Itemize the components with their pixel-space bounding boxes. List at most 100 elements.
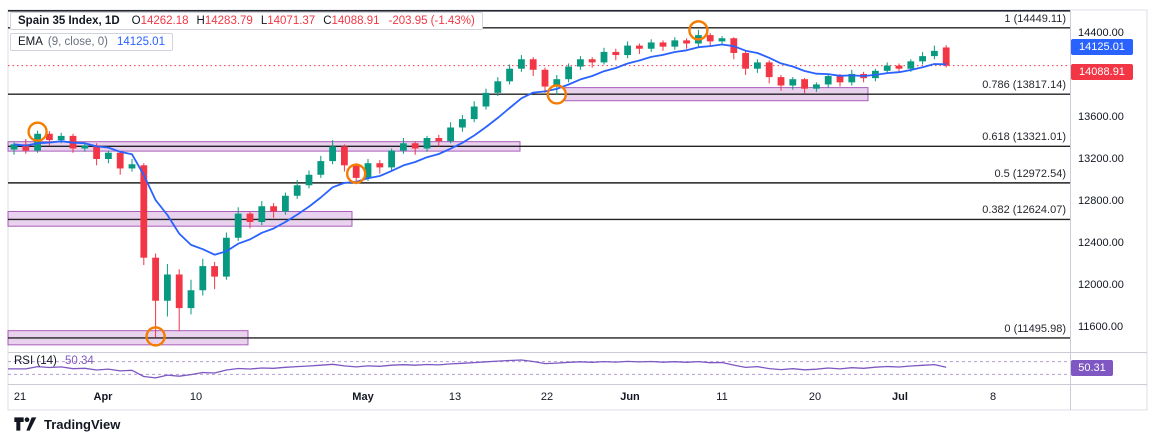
candle <box>600 51 608 63</box>
symbol-title: Spain 35 Index, 1D <box>18 15 120 27</box>
candle <box>293 185 301 196</box>
candle <box>187 290 195 309</box>
candle <box>895 65 903 69</box>
candle <box>93 145 100 159</box>
candle <box>376 163 384 168</box>
candle <box>470 106 478 120</box>
close-label: C <box>323 15 332 27</box>
candle <box>529 59 537 70</box>
rsi-indicator-name: RSI (14) <box>14 355 57 367</box>
candle <box>459 119 466 128</box>
time-label: 11 <box>716 391 728 403</box>
candle <box>128 164 136 169</box>
candle <box>199 266 207 291</box>
candle <box>565 66 572 80</box>
candle <box>341 146 348 166</box>
candle <box>400 143 407 151</box>
symbol-legend-row[interactable]: Spain 35 Index, 1D O14262.18 H14283.79 L… <box>10 12 483 30</box>
candle <box>81 145 89 149</box>
open-label: O <box>131 15 141 27</box>
price-axis[interactable]: 14400.0014000.0013600.0013200.0012800.00… <box>1072 0 1154 410</box>
candle <box>765 62 773 78</box>
high-label: H <box>196 15 205 27</box>
candle <box>116 152 124 169</box>
rsi-levels <box>8 361 1070 375</box>
candle <box>942 47 950 66</box>
change-value: -203.95 (-1.43%) <box>388 15 475 27</box>
candle <box>813 84 820 89</box>
time-label: 13 <box>448 391 462 403</box>
candle <box>152 257 159 301</box>
time-label: 20 <box>808 391 822 403</box>
candle <box>553 79 561 87</box>
candle <box>754 62 761 69</box>
candle <box>919 56 926 62</box>
time-axis[interactable]: 21 Apr 10 May 13 22 Jun 11 20 Jul 8 <box>0 388 1070 406</box>
candle <box>718 38 726 42</box>
ema-price-badge: 14125.01 <box>1071 39 1133 55</box>
tradingview-logo-icon[interactable] <box>12 416 38 432</box>
rsi-line <box>8 359 947 379</box>
footer: TradingView <box>12 416 120 432</box>
candle <box>258 206 266 222</box>
highlight-circles[interactable] <box>27 20 709 347</box>
candle <box>907 61 915 69</box>
candle <box>164 274 171 301</box>
candle <box>482 92 490 107</box>
candle <box>211 266 218 277</box>
ema-indicator-value: 14125.01 <box>117 36 165 48</box>
candle <box>577 59 584 67</box>
candle <box>506 68 513 82</box>
time-label: 8 <box>989 391 997 403</box>
candle <box>789 79 797 86</box>
candle <box>848 73 856 83</box>
candle <box>647 42 655 49</box>
candle <box>671 40 679 47</box>
time-label: May <box>352 391 374 403</box>
tradingview-brand[interactable]: TradingView <box>44 416 121 432</box>
candles[interactable] <box>10 29 950 338</box>
low-value: 14071.37 <box>267 15 316 27</box>
time-label: 10 <box>189 391 203 403</box>
candle <box>270 206 277 212</box>
candle <box>683 40 690 44</box>
chart-legend: Spain 35 Index, 1D O14262.18 H14283.79 L… <box>10 12 483 54</box>
rsi-value-badge: 50.31 <box>1071 360 1113 376</box>
candle <box>10 144 18 150</box>
pane-borders <box>7 9 1148 411</box>
candle <box>234 213 242 238</box>
candle <box>352 165 360 178</box>
time-label: Jul <box>892 391 908 403</box>
candle <box>931 50 938 57</box>
supply-demand-zones[interactable] <box>7 87 869 346</box>
candle <box>742 52 749 69</box>
candle <box>636 45 643 49</box>
ema-indicator-name: EMA <box>18 36 43 48</box>
candle <box>824 76 832 85</box>
candle <box>706 35 714 42</box>
candle <box>518 59 525 69</box>
candle <box>541 69 549 87</box>
candle <box>329 146 336 162</box>
price-tick: 11600.00 <box>1078 321 1124 333</box>
close-value: 14088.91 <box>331 15 380 27</box>
rsi-indicator-value: 50.34 <box>65 355 94 367</box>
candle <box>305 174 313 186</box>
price-tick: 12400.00 <box>1078 237 1124 249</box>
ema-legend-row[interactable]: EMA (9, close, 0) 14125.01 <box>10 33 173 51</box>
low-label: L <box>260 15 268 27</box>
candle <box>777 77 785 86</box>
price-tick: 13600.00 <box>1078 111 1124 123</box>
price-tick: 12800.00 <box>1078 195 1124 207</box>
candle <box>423 138 431 149</box>
ema-indicator-params: (9, close, 0) <box>47 36 108 48</box>
candle <box>105 152 112 159</box>
candle <box>317 161 325 175</box>
time-label: Jun <box>620 391 640 403</box>
candle <box>57 135 65 141</box>
candle <box>22 144 30 151</box>
price-tick: 14400.00 <box>1078 27 1124 39</box>
rsi-legend[interactable]: RSI (14) 50.34 <box>14 355 94 367</box>
candle <box>388 150 395 168</box>
